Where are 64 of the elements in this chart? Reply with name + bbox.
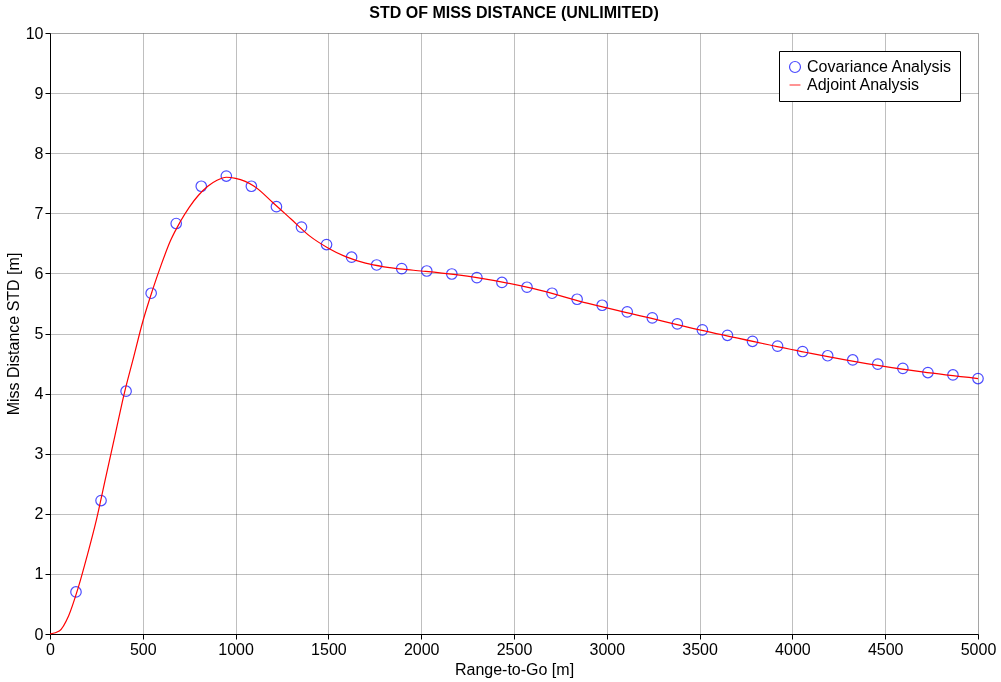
x-tick-label: 500 (129, 640, 157, 658)
point (972, 372, 984, 385)
point (370, 259, 383, 271)
point (846, 354, 859, 366)
y-tick-label: 10 (25, 24, 44, 42)
point (345, 251, 358, 264)
y-tick-label: 3 (34, 445, 44, 463)
y-tick-label: 7 (34, 204, 44, 222)
point (145, 287, 157, 300)
point (696, 324, 709, 336)
point (95, 494, 107, 507)
y-tick-label: 2 (34, 505, 44, 523)
point (721, 329, 734, 342)
x-tick-label: 3000 (589, 640, 626, 658)
point (496, 276, 508, 289)
point (871, 358, 884, 370)
legend-label: Covariance Analysis (807, 58, 952, 75)
point (445, 268, 458, 280)
x-tick-label: 4500 (867, 640, 904, 658)
y-tick-label: 6 (34, 264, 44, 282)
x-tick-label: 3500 (682, 640, 718, 658)
point (896, 362, 909, 375)
point (195, 180, 208, 193)
point (320, 238, 333, 251)
point (546, 287, 558, 300)
x-tick-label: 4000 (775, 640, 811, 658)
x-tick-label: 1500 (311, 640, 347, 658)
point (771, 340, 784, 352)
x-tick-label: 2000 (403, 640, 440, 658)
x-tick-label: 5000 (960, 640, 997, 658)
x-tick-label: 0 (46, 640, 56, 658)
point (922, 366, 934, 379)
point (821, 349, 834, 362)
point (70, 586, 82, 598)
y-axis-title: Miss Distance STD [m] (4, 252, 22, 416)
legend-label: Adjoint Analysis (807, 76, 920, 93)
y-tick-label: 4 (34, 385, 44, 403)
point (796, 345, 809, 358)
point (671, 318, 684, 330)
y-tick-label: 8 (34, 144, 44, 162)
point (245, 180, 258, 193)
point (521, 281, 533, 294)
y-tick-label: 5 (34, 325, 44, 342)
point (120, 385, 132, 398)
point (646, 312, 659, 324)
point (420, 265, 433, 277)
chart-title: STD OF MISS DISTANCE (UNLIMITED) (369, 4, 659, 21)
x-tick-label: 2500 (496, 640, 533, 658)
y-tick-label: 0 (34, 625, 44, 643)
point (947, 369, 959, 381)
x-tick-label: 1000 (218, 640, 254, 658)
y-tick-label: 1 (34, 565, 44, 583)
point (395, 262, 408, 275)
point (471, 271, 483, 284)
point (270, 200, 283, 213)
point (295, 221, 308, 233)
point (746, 335, 759, 348)
point (596, 299, 608, 312)
point (621, 306, 634, 318)
x-axis-title: Range-to-Go [m] (454, 660, 575, 678)
y-tick-label: 9 (34, 84, 44, 102)
point (571, 293, 583, 306)
point (170, 217, 183, 230)
point (220, 170, 233, 182)
